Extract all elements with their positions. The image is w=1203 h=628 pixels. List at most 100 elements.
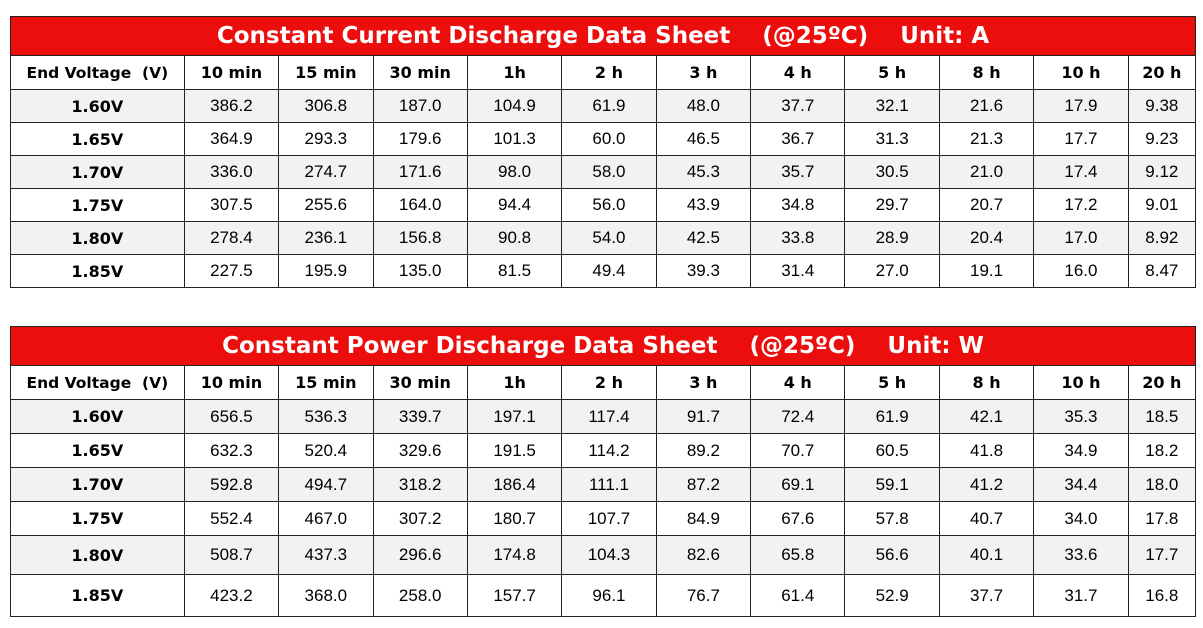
column-header: 2 h <box>561 55 657 90</box>
value-cell: 56.0 <box>561 188 657 222</box>
column-header: 10 min <box>183 365 280 400</box>
table-row: 1.85V 227.5 195.9 135.0 81.5 49.4 39.3 31.4 27.0… <box>10 254 1197 288</box>
value-cell: 34.4 <box>1033 467 1129 502</box>
end-voltage-cell: 1.65V <box>10 122 185 156</box>
column-header: 3 h <box>655 55 752 90</box>
value-cell: 30.5 <box>844 155 940 189</box>
table-row: 1.65V 632.3 520.4 329.6 191.5 114.2 89.2 70.7 60… <box>10 433 1197 468</box>
value-cell: 236.1 <box>278 221 374 255</box>
value-cell: 536.3 <box>278 399 374 434</box>
value-cell: 82.6 <box>655 535 752 575</box>
constant-current-table: Constant Current Discharge Data Sheet (@… <box>10 16 1197 288</box>
value-cell: 21.0 <box>938 155 1035 189</box>
value-cell: 18.2 <box>1127 433 1197 468</box>
value-cell: 33.6 <box>1033 535 1129 575</box>
value-cell: 20.4 <box>938 221 1035 255</box>
column-header: 4 h <box>750 365 846 400</box>
table-title: Constant Power Discharge Data Sheet (@25… <box>10 326 1196 366</box>
value-cell: 307.5 <box>183 188 280 222</box>
value-cell: 34.9 <box>1033 433 1129 468</box>
value-cell: 32.1 <box>844 89 940 123</box>
table-row: 1.65V 364.9 293.3 179.6 101.3 60.0 46.5 36.7 31.… <box>10 122 1197 156</box>
column-header: 30 min <box>372 365 468 400</box>
end-voltage-cell: 1.85V <box>10 574 185 617</box>
value-cell: 34.8 <box>750 188 846 222</box>
end-voltage-cell: 1.80V <box>10 535 185 575</box>
column-header: 8 h <box>938 365 1035 400</box>
end-voltage-cell: 1.70V <box>10 467 185 502</box>
value-cell: 20.7 <box>938 188 1035 222</box>
value-cell: 8.47 <box>1127 254 1197 288</box>
value-cell: 329.6 <box>372 433 468 468</box>
value-cell: 274.7 <box>278 155 374 189</box>
value-cell: 21.6 <box>938 89 1035 123</box>
column-header: 1h <box>466 365 563 400</box>
value-cell: 40.1 <box>938 535 1035 575</box>
value-cell: 57.8 <box>844 501 940 536</box>
value-cell: 89.2 <box>655 433 752 468</box>
value-cell: 90.8 <box>466 221 563 255</box>
column-header: 4 h <box>750 55 846 90</box>
value-cell: 76.7 <box>655 574 752 617</box>
value-cell: 104.9 <box>466 89 563 123</box>
value-cell: 35.3 <box>1033 399 1129 434</box>
value-cell: 40.7 <box>938 501 1035 536</box>
value-cell: 306.8 <box>278 89 374 123</box>
value-cell: 67.6 <box>750 501 846 536</box>
table-row: 1.80V 278.4 236.1 156.8 90.8 54.0 42.5 33.8 28.9… <box>10 221 1197 255</box>
value-cell: 29.7 <box>844 188 940 222</box>
value-cell: 307.2 <box>372 501 468 536</box>
value-cell: 72.4 <box>750 399 846 434</box>
value-cell: 520.4 <box>278 433 374 468</box>
value-cell: 69.1 <box>750 467 846 502</box>
value-cell: 104.3 <box>561 535 657 575</box>
value-cell: 46.5 <box>655 122 752 156</box>
value-cell: 16.0 <box>1033 254 1129 288</box>
value-cell: 386.2 <box>183 89 280 123</box>
value-cell: 96.1 <box>561 574 657 617</box>
value-cell: 17.7 <box>1127 535 1197 575</box>
table-row: 1.60V 656.5 536.3 339.7 197.1 117.4 91.7 72.4 61… <box>10 399 1197 434</box>
value-cell: 174.8 <box>466 535 563 575</box>
column-header: 3 h <box>655 365 752 400</box>
value-cell: 70.7 <box>750 433 846 468</box>
table-title: Constant Current Discharge Data Sheet (@… <box>10 16 1196 56</box>
column-header: 5 h <box>844 55 940 90</box>
value-cell: 52.9 <box>844 574 940 617</box>
value-cell: 114.2 <box>561 433 657 468</box>
end-voltage-cell: 1.60V <box>10 89 185 123</box>
end-voltage-cell: 1.65V <box>10 433 185 468</box>
value-cell: 187.0 <box>372 89 468 123</box>
end-voltage-cell: 1.85V <box>10 254 185 288</box>
table-row: 1.80V 508.7 437.3 296.6 174.8 104.3 82.6 65.8 56… <box>10 535 1197 575</box>
value-cell: 36.7 <box>750 122 846 156</box>
value-cell: 98.0 <box>466 155 563 189</box>
value-cell: 107.7 <box>561 501 657 536</box>
value-cell: 17.7 <box>1033 122 1129 156</box>
value-cell: 101.3 <box>466 122 563 156</box>
value-cell: 467.0 <box>278 501 374 536</box>
column-header: 5 h <box>844 365 940 400</box>
value-cell: 58.0 <box>561 155 657 189</box>
value-cell: 336.0 <box>183 155 280 189</box>
value-cell: 41.8 <box>938 433 1035 468</box>
value-cell: 156.8 <box>372 221 468 255</box>
value-cell: 42.5 <box>655 221 752 255</box>
value-cell: 43.9 <box>655 188 752 222</box>
table-row: 1.70V 592.8 494.7 318.2 186.4 111.1 87.2 69.1 59… <box>10 467 1197 502</box>
value-cell: 135.0 <box>372 254 468 288</box>
value-cell: 171.6 <box>372 155 468 189</box>
value-cell: 33.8 <box>750 221 846 255</box>
column-header: 10 h <box>1033 365 1129 400</box>
value-cell: 111.1 <box>561 467 657 502</box>
value-cell: 59.1 <box>844 467 940 502</box>
value-cell: 195.9 <box>278 254 374 288</box>
value-cell: 197.1 <box>466 399 563 434</box>
value-cell: 54.0 <box>561 221 657 255</box>
value-cell: 41.2 <box>938 467 1035 502</box>
value-cell: 31.4 <box>750 254 846 288</box>
column-header: 1h <box>466 55 563 90</box>
column-header-end-voltage: End Voltage (V) <box>10 365 185 400</box>
value-cell: 81.5 <box>466 254 563 288</box>
